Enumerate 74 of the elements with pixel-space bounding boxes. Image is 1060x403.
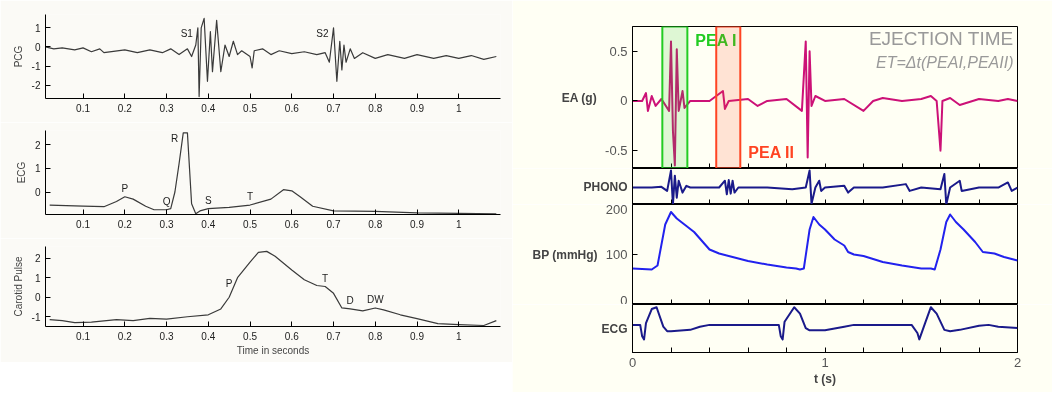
annotation: DW xyxy=(366,293,385,305)
x-tick-label: 0.2 xyxy=(117,102,133,114)
x-tick-label: 0.1 xyxy=(76,330,91,342)
y-tick-label: 0 xyxy=(620,292,628,308)
x-tick-label: 0.6 xyxy=(284,218,300,230)
annotation: S2 xyxy=(316,27,329,39)
x-tick-label: 0.5 xyxy=(243,218,258,230)
x-tick-label: 0.9 xyxy=(410,218,425,230)
x-tick-label: 1 xyxy=(455,330,462,342)
x-tick-label: 0.1 xyxy=(76,218,91,230)
x-tick-label: 0.9 xyxy=(410,102,425,114)
annotation: P xyxy=(225,277,233,289)
x-tick-label: 0.8 xyxy=(368,218,383,230)
annotation: S xyxy=(204,194,212,206)
x-tick-label: 0.7 xyxy=(326,330,341,342)
y-tick-label: -1 xyxy=(31,61,41,73)
annotation: P xyxy=(121,182,129,194)
y-tick-label: 200 xyxy=(605,201,628,217)
line-series xyxy=(45,17,497,98)
line-series xyxy=(49,250,497,327)
x-axis-title: t (s) xyxy=(814,371,836,386)
annotation: D xyxy=(346,294,354,306)
x-tick-label: 1 xyxy=(455,218,462,230)
x-tick-label: 0.4 xyxy=(201,102,216,114)
x-tick-label: 2 xyxy=(1013,354,1022,370)
y-tick-label: 2 xyxy=(34,253,41,265)
y-tick-label: 1 xyxy=(34,272,41,284)
y-axis-title: EA (g) xyxy=(561,90,597,105)
annotation: T xyxy=(246,191,254,203)
x-axis-title: Time in seconds xyxy=(236,344,310,356)
x-tick-label: 0.3 xyxy=(159,218,174,230)
x-tick-label: 0.3 xyxy=(159,330,174,342)
annotation: ET=Δt(PEAI,PEAII) xyxy=(876,53,1014,71)
y-tick-label: 0 xyxy=(34,292,41,304)
band-label: PEA II xyxy=(748,143,794,161)
x-tick-label: 0.7 xyxy=(326,102,341,114)
x-tick-label: 0.8 xyxy=(368,330,383,342)
y-tick-label: 1 xyxy=(34,22,41,34)
y-tick-label: 1 xyxy=(34,163,41,175)
annotation: R xyxy=(171,132,179,144)
x-tick-label: 1 xyxy=(821,354,829,370)
x-tick-label: 0.4 xyxy=(201,218,216,230)
y-tick-label: 100 xyxy=(605,247,628,262)
line-series xyxy=(49,132,497,215)
x-tick-label: 1 xyxy=(455,102,462,114)
y-tick-label: 0 xyxy=(34,187,41,199)
x-tick-label: 0.1 xyxy=(76,102,91,114)
y-tick-label: 0 xyxy=(34,41,41,53)
y-tick-label: 2 xyxy=(34,139,41,151)
annotation: EJECTION TIME xyxy=(868,27,1014,49)
y-tick-label: -1 xyxy=(31,311,41,323)
x-tick-label: 0.5 xyxy=(243,330,258,342)
x-tick-label: 0.5 xyxy=(243,102,258,114)
annotation: Q xyxy=(162,195,171,207)
y-axis-title: Carotid Pulse xyxy=(12,256,24,317)
annotation: S1 xyxy=(180,27,194,39)
y-tick-label: -2 xyxy=(31,80,41,92)
x-tick-label: 0.2 xyxy=(117,218,133,230)
x-tick-label: 0.3 xyxy=(159,102,174,114)
y-tick-label: -0.5 xyxy=(605,143,628,159)
y-axis-title: BP (mmHg) xyxy=(532,247,598,262)
x-tick-label: 0.2 xyxy=(117,330,133,342)
y-axis-title: ECG xyxy=(601,321,628,336)
x-tick-label: 0.8 xyxy=(368,102,383,114)
y-axis-title: ECG xyxy=(15,161,27,184)
x-tick-label: 0.6 xyxy=(284,330,300,342)
x-tick-label: 0.7 xyxy=(326,218,341,230)
y-axis-title: PCG xyxy=(12,45,24,68)
x-tick-label: 0.6 xyxy=(284,102,300,114)
y-axis-title: PHONO xyxy=(583,179,628,194)
y-tick-label: 0.5 xyxy=(609,43,628,59)
x-tick-label: 0.4 xyxy=(201,330,216,342)
annotation: T xyxy=(322,272,329,284)
x-tick-label: 0.9 xyxy=(410,330,425,342)
